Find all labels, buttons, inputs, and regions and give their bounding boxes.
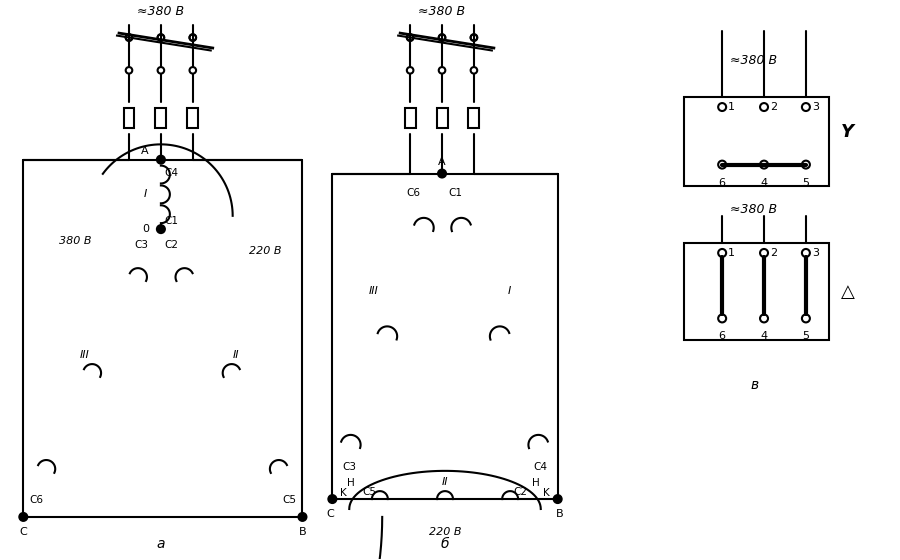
Text: a: a [157,536,165,550]
Text: 6: 6 [719,178,725,188]
Text: III: III [79,350,89,360]
Circle shape [157,156,165,164]
Circle shape [19,513,27,521]
Text: 6: 6 [719,332,725,342]
Text: K: K [340,488,347,498]
Text: II: II [442,477,448,487]
Text: C6: C6 [30,495,43,505]
Text: 3: 3 [812,102,819,112]
Text: ≈380 В: ≈380 В [731,203,778,216]
Text: 380 В: 380 В [59,236,92,246]
Text: C4: C4 [534,463,548,472]
Text: C2: C2 [514,487,527,497]
Text: A: A [438,157,446,166]
Text: C1: C1 [164,216,178,226]
Text: 4: 4 [760,178,768,188]
Text: ≈380 В: ≈380 В [418,4,465,18]
Text: A: A [141,146,149,156]
Text: 5: 5 [803,178,809,188]
Text: B: B [556,509,563,519]
Circle shape [554,495,562,503]
Text: C5: C5 [363,487,376,497]
Text: C3: C3 [134,240,148,250]
Text: 0: 0 [142,224,148,234]
Bar [123,108,134,128]
Text: C: C [20,527,27,537]
Text: C4: C4 [164,167,178,178]
Text: C1: C1 [448,188,462,198]
Circle shape [328,495,337,503]
Text: C5: C5 [283,495,296,505]
Text: III: III [368,286,378,296]
Text: 2: 2 [770,248,777,258]
Text: C6: C6 [406,188,420,198]
Text: I: I [144,189,147,199]
Text: 1: 1 [728,102,735,112]
Text: 2: 2 [770,102,777,112]
Circle shape [299,513,306,521]
Text: K: K [543,488,550,498]
Bar [684,243,829,340]
Text: H: H [347,478,356,488]
Text: 1: 1 [728,248,735,258]
Text: C3: C3 [342,463,356,472]
Text: C2: C2 [164,240,178,250]
Text: II: II [233,350,239,360]
Text: 4: 4 [760,332,768,342]
Bar [684,97,829,186]
Text: 220 В: 220 В [428,527,462,537]
Bar [187,108,198,128]
Text: в: в [750,378,758,392]
Circle shape [157,225,165,233]
Text: B: B [299,527,306,537]
Bar [468,108,480,128]
Bar [156,108,166,128]
Text: 3: 3 [812,248,819,258]
Text: Y: Y [841,123,854,141]
Text: ≈380 В: ≈380 В [138,4,184,18]
Text: H: H [532,478,540,488]
Text: ≈380 В: ≈380 В [731,54,778,67]
Circle shape [438,170,446,178]
Text: 220 В: 220 В [248,246,281,256]
Bar [405,108,416,128]
Text: б: б [441,536,449,550]
Bar [436,108,447,128]
Text: 5: 5 [803,332,809,342]
Text: I: I [508,286,511,296]
Text: C: C [327,509,334,519]
Text: △: △ [841,283,855,301]
